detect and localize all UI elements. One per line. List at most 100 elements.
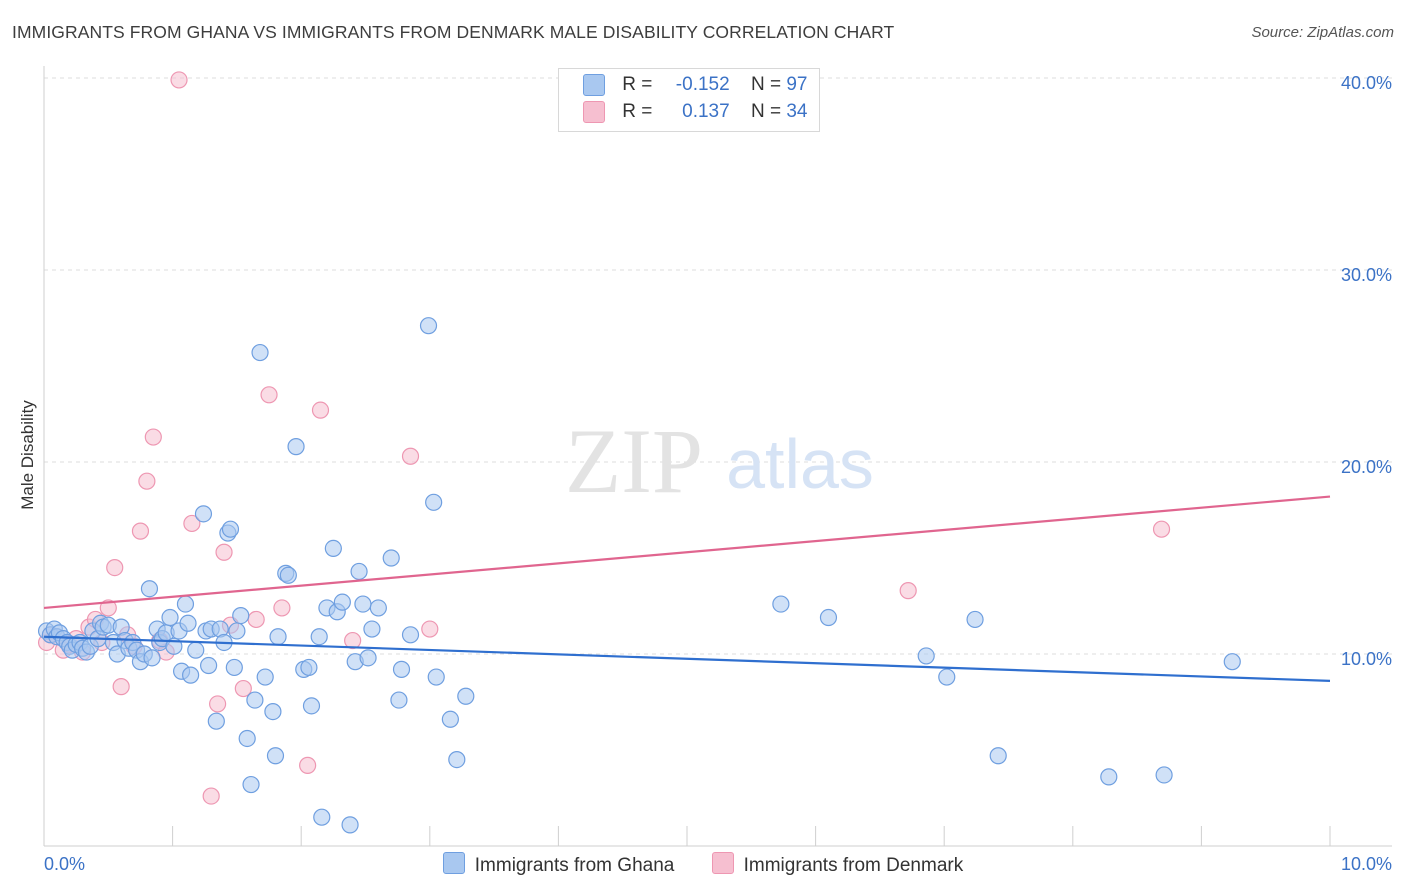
- ghana-point: [246, 691, 264, 709]
- ghana-point: [341, 816, 359, 834]
- ghana-point: [256, 668, 274, 686]
- ghana-point: [390, 691, 408, 709]
- denmark-point: [247, 610, 265, 629]
- y-tick-label: 20.0%: [1341, 457, 1392, 477]
- denmark-point: [215, 543, 233, 561]
- axes: [43, 66, 1392, 847]
- correlation-legend: R = -0.152 N = 97 R = 0.137 N = 34: [558, 68, 820, 132]
- ghana-point: [457, 687, 475, 705]
- ghana-point: [179, 614, 197, 632]
- watermark: ZIP atlas: [565, 410, 874, 512]
- denmark-point: [183, 514, 201, 533]
- legend-n-value: 97: [786, 74, 808, 96]
- ghana-point: [363, 620, 381, 638]
- ghana-point: [401, 626, 420, 644]
- ghana-point: [392, 660, 411, 678]
- ghana-point: [427, 668, 445, 686]
- ghana-point: [772, 595, 790, 613]
- y-tick-label: 30.0%: [1341, 265, 1392, 285]
- ghana-point: [264, 702, 282, 721]
- ghana-point: [966, 610, 984, 629]
- ghana-point: [194, 505, 213, 523]
- ghana-point: [313, 808, 331, 826]
- ghana-point: [238, 729, 256, 748]
- ghana-points: [37, 317, 1241, 834]
- watermark-atlas: atlas: [726, 425, 874, 503]
- ghana-point: [207, 712, 225, 730]
- legend-row-ghana: R = -0.152 N = 97: [583, 74, 807, 100]
- trend-lines: [43, 495, 1331, 682]
- ghana-point: [143, 649, 161, 667]
- tick-labels: 10.0% 20.0% 30.0% 40.0% 0.0% 10.0%: [44, 73, 1392, 874]
- ghana-point: [419, 317, 438, 335]
- ghana-point: [251, 343, 269, 362]
- series-swatch-ghana: [442, 852, 465, 874]
- ghana-point: [200, 656, 218, 675]
- legend-n-label: N =: [750, 101, 782, 123]
- denmark-point: [170, 71, 188, 89]
- ghana-point: [333, 593, 351, 611]
- x-tick-label: 0.0%: [44, 854, 85, 874]
- series-label-denmark: Immigrants from Denmark: [743, 855, 964, 876]
- ghana-point: [242, 775, 260, 794]
- denmark-point: [202, 787, 220, 805]
- ghana-point: [938, 668, 956, 686]
- ghana-point: [350, 562, 368, 581]
- ghana-point: [441, 710, 459, 728]
- ghana-point: [232, 606, 250, 625]
- denmark-point: [112, 678, 130, 696]
- ghana-point: [225, 658, 243, 677]
- gridlines: [44, 77, 1392, 655]
- legend-r-label: R =: [622, 101, 653, 123]
- denmark-point: [106, 558, 124, 577]
- denmark-point: [273, 599, 291, 617]
- ghana-point: [182, 666, 200, 684]
- legend-swatch-denmark: [583, 101, 605, 123]
- denmark-point: [260, 386, 278, 404]
- ghana-trend-line: [43, 635, 1331, 682]
- ghana-point: [140, 580, 159, 598]
- ghana-point: [1155, 766, 1173, 784]
- ghana-point: [1100, 768, 1118, 786]
- legend-n-label: N =: [750, 74, 782, 96]
- ghana-point: [1223, 653, 1241, 671]
- ghana-point: [187, 641, 205, 659]
- legend-row-denmark: R = 0.137 N = 34: [583, 101, 807, 127]
- legend-r-label: R =: [622, 74, 653, 96]
- ghana-point: [359, 649, 377, 667]
- series-legend-ghana: Immigrants from Ghana: [442, 852, 675, 877]
- ghana-point: [324, 539, 342, 558]
- ghana-point: [269, 628, 287, 646]
- ghana-point: [989, 747, 1007, 765]
- ghana-point: [819, 608, 838, 627]
- ghana-point: [287, 438, 305, 456]
- denmark-point: [344, 631, 362, 650]
- ghana-point: [917, 647, 935, 665]
- denmark-point: [421, 620, 439, 638]
- chart-source: Source: ZipAtlas.com: [1251, 24, 1394, 41]
- legend-r-value: -0.152: [675, 74, 730, 96]
- ghana-point: [266, 747, 285, 765]
- denmark-point: [299, 756, 317, 774]
- denmark-point: [899, 582, 917, 600]
- ghana-point: [354, 595, 372, 613]
- series-legend: Immigrants from Ghana Immigrants from De…: [0, 852, 1406, 877]
- denmark-point: [311, 401, 330, 419]
- denmark-point: [401, 447, 420, 465]
- ghana-point: [369, 599, 387, 617]
- ghana-point: [425, 493, 443, 511]
- ghana-point: [302, 697, 321, 715]
- series-swatch-denmark: [711, 852, 734, 874]
- ghana-point: [310, 628, 328, 646]
- ghana-point: [228, 622, 246, 640]
- denmark-point: [234, 679, 252, 698]
- ghana-point: [448, 750, 466, 769]
- legend-n-value: 34: [786, 101, 808, 123]
- x-tick-label: 10.0%: [1341, 854, 1392, 874]
- denmark-point: [209, 695, 227, 713]
- denmark-point: [144, 428, 162, 446]
- series-label-ghana: Immigrants from Ghana: [474, 855, 675, 876]
- ghana-point: [279, 566, 297, 584]
- chart-title: IMMIGRANTS FROM GHANA VS IMMIGRANTS FROM…: [12, 22, 895, 42]
